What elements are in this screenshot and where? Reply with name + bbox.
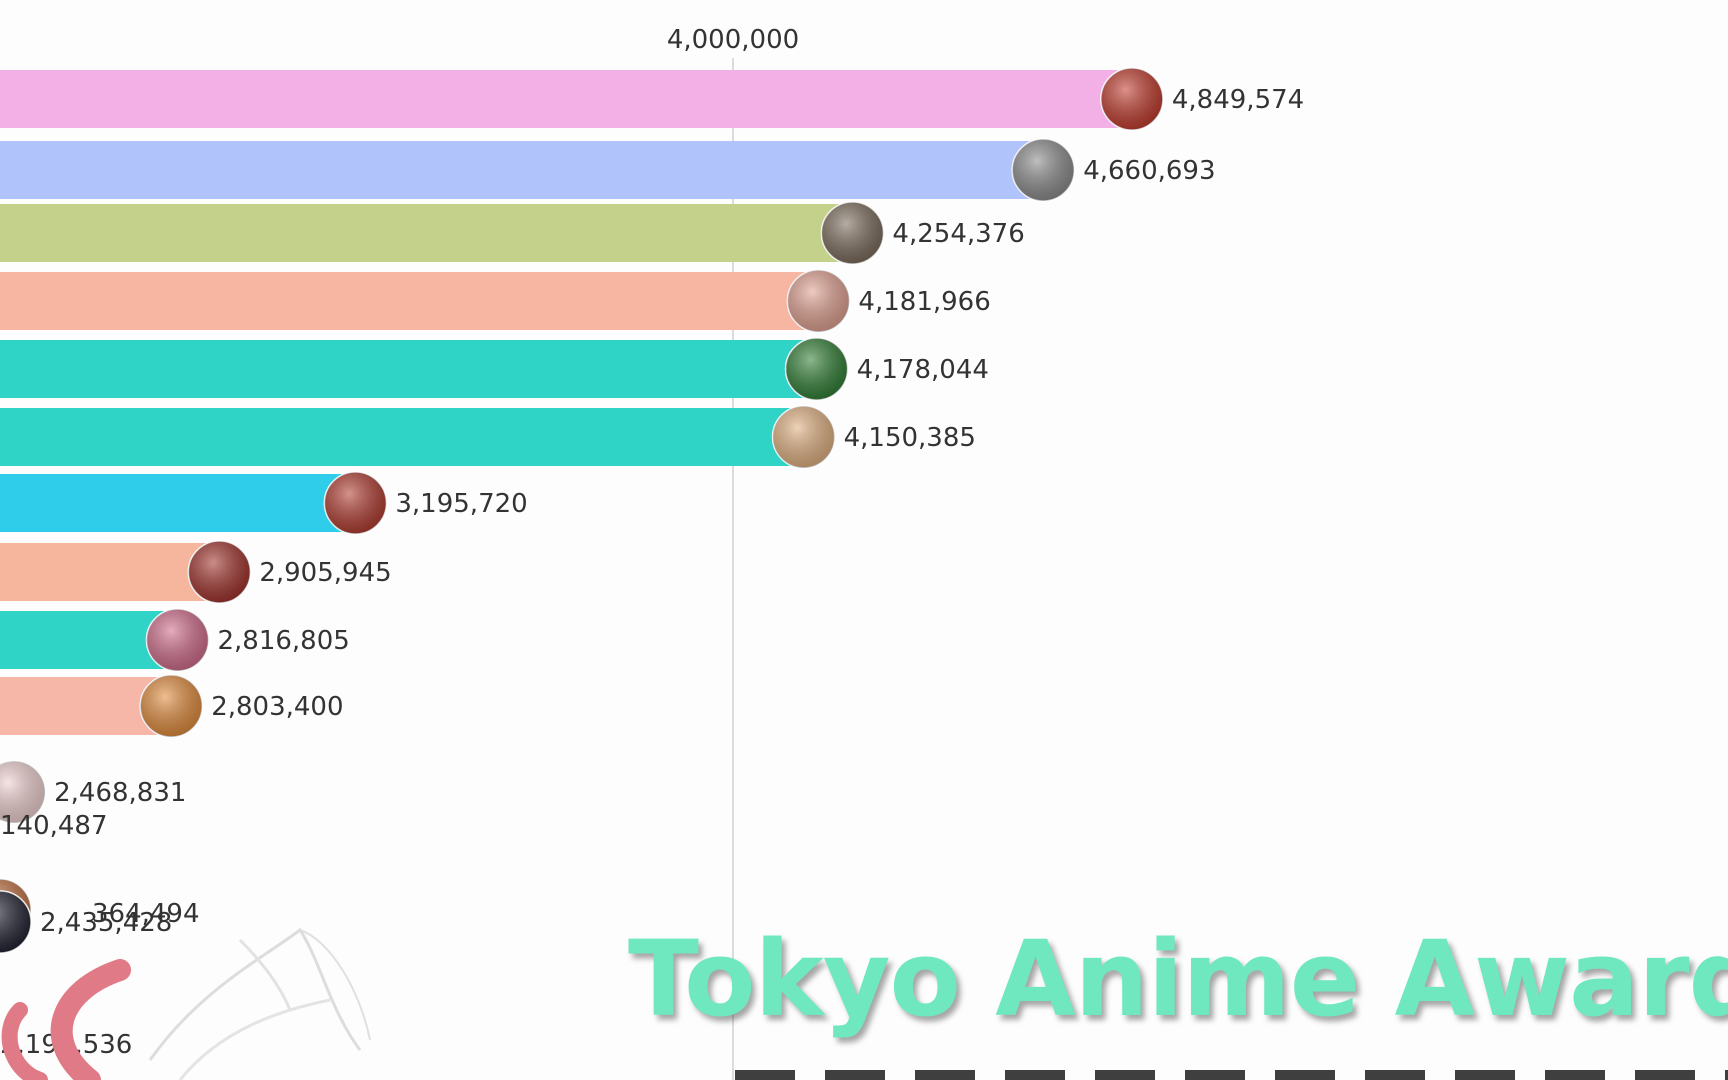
bars-layer (0, 67, 1164, 954)
bar-1 (0, 70, 1132, 128)
chart-title: Tokyo Anime Award (628, 918, 1728, 1040)
value-label-11: 2,468,831 (54, 778, 186, 808)
value-label-12: 140,487 (0, 811, 108, 841)
bar-icon-11 (0, 760, 46, 824)
bar-6 (0, 408, 804, 466)
bar-icon-1 (1100, 67, 1164, 131)
value-label-8: 2,905,945 (259, 558, 391, 588)
bar-8 (0, 543, 220, 601)
value-label-7: 3,195,720 (395, 489, 527, 519)
value-label-3: 4,254,376 (892, 219, 1024, 249)
bar-icon-6 (771, 405, 836, 469)
bar-5 (0, 340, 817, 398)
x-tick-label: 4,000,000 (667, 25, 799, 55)
value-label-5: 4,178,044 (857, 355, 989, 385)
value-label-13: 2,435,428 (40, 908, 172, 938)
bar-icon-9 (145, 608, 210, 672)
value-label-4: 4,181,966 (858, 287, 990, 317)
bar-icon-10 (139, 674, 203, 738)
value-label-6: 4,150,385 (844, 423, 976, 453)
bar-icon-5 (784, 337, 849, 401)
value-label-1: 4,849,574 (1172, 85, 1304, 115)
bar-4 (0, 272, 819, 330)
value-label-14: 364,494 (92, 899, 200, 929)
value-label-9: 2,816,805 (217, 626, 349, 656)
bar-icon-2 (1011, 138, 1075, 202)
bar-icon-3 (820, 201, 885, 265)
bar-2 (0, 141, 1044, 199)
bar-7 (0, 474, 356, 532)
bar-icon-7 (323, 471, 388, 535)
value-label-10: 2,803,400 (211, 692, 343, 722)
bar-icon-4 (786, 269, 851, 333)
chart-subtitle-strip (735, 1058, 1728, 1080)
decorative-sketch (1, 927, 371, 1080)
bar-icon-13 (0, 890, 32, 954)
value-label-2: 4,660,693 (1083, 156, 1215, 186)
bar-3 (0, 204, 853, 262)
bar-icon-8 (187, 540, 252, 604)
